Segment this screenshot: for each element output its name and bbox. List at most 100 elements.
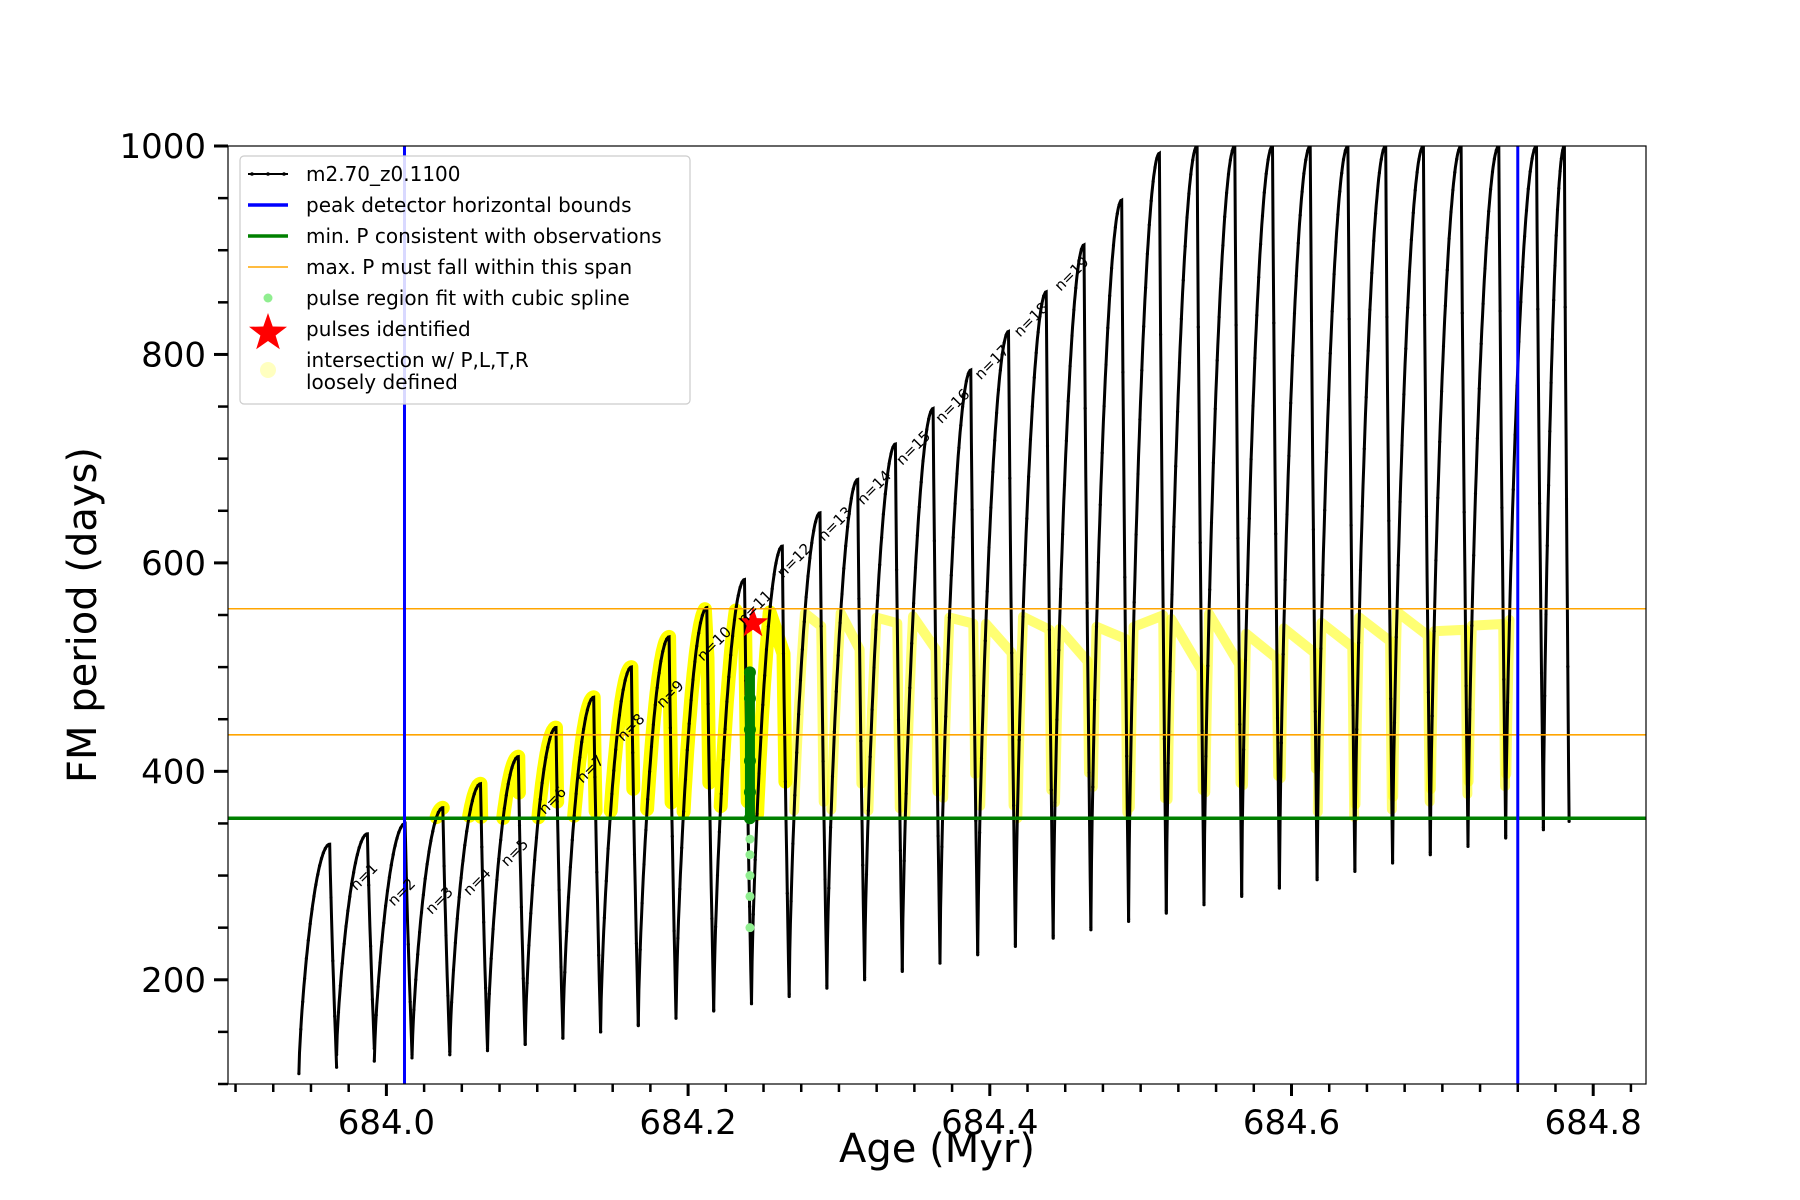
series-point — [725, 699, 729, 704]
series-point — [425, 862, 429, 867]
series-point — [1074, 286, 1078, 290]
series-point — [962, 390, 967, 394]
series-point — [1176, 410, 1180, 414]
series-point — [1364, 395, 1368, 399]
series-point — [1385, 315, 1389, 319]
pulse-label-n=5: n=5 — [497, 835, 532, 870]
series-point — [1078, 256, 1082, 260]
series-point — [512, 760, 516, 764]
series-point — [414, 978, 418, 982]
series-point — [1209, 521, 1214, 525]
legend-handle-point — [250, 172, 254, 176]
series-point — [419, 910, 424, 915]
series-point — [1302, 171, 1306, 175]
series-point — [1123, 575, 1127, 579]
series-point — [442, 864, 446, 868]
series-point — [391, 853, 395, 857]
series-point — [1006, 330, 1010, 334]
series-point — [1498, 309, 1502, 313]
series-point — [1061, 532, 1065, 536]
series-point — [830, 774, 835, 779]
series-point — [1279, 741, 1283, 745]
series-point — [468, 807, 473, 811]
series-point — [1259, 242, 1263, 246]
series-point — [312, 894, 316, 898]
series-point — [369, 944, 373, 948]
series-point — [1506, 700, 1510, 705]
series-point — [504, 793, 508, 797]
series-point — [838, 621, 842, 625]
series-point — [1274, 532, 1278, 536]
series-point — [1189, 172, 1193, 176]
series-point — [1076, 269, 1080, 273]
series-point — [510, 766, 514, 770]
series-point — [499, 838, 503, 842]
series-point — [610, 792, 614, 796]
series-point — [1008, 476, 1012, 480]
series-point — [904, 792, 908, 796]
series-point — [1098, 503, 1102, 507]
series-point — [1358, 568, 1363, 572]
series-point — [429, 839, 433, 843]
series-point — [991, 470, 995, 474]
series-point — [1455, 157, 1459, 161]
series-point — [463, 843, 467, 847]
series-point — [915, 533, 920, 538]
series-point — [1136, 472, 1140, 476]
series-point — [506, 782, 510, 786]
series-point — [1255, 313, 1259, 317]
series-point — [478, 782, 482, 786]
pulse-label-n=3: n=3 — [422, 883, 457, 918]
series-point — [440, 806, 444, 810]
legend-label-line: pulse region fit with cubic spline — [306, 286, 630, 310]
legend-label-line: peak detector horizontal bounds — [306, 193, 632, 217]
legend-label-line: max. P must fall within this span — [306, 255, 632, 279]
series-point — [691, 678, 695, 682]
series-point — [1355, 727, 1359, 732]
series-point — [953, 502, 957, 506]
series-point — [314, 882, 318, 887]
series-point — [1144, 286, 1148, 290]
series-point — [891, 445, 895, 449]
series-point — [418, 930, 422, 934]
legend-label: pulse region fit with cubic spline — [306, 286, 630, 310]
series-point — [574, 792, 578, 796]
series-point — [734, 604, 739, 608]
series-point — [1417, 157, 1421, 161]
series-point — [1325, 450, 1329, 454]
series-point — [1221, 243, 1225, 247]
yellow-cycle-29 — [1388, 606, 1435, 807]
series-point — [1304, 158, 1308, 162]
series-point — [1275, 716, 1280, 720]
series-point — [668, 726, 673, 730]
series-point — [500, 821, 505, 825]
series-point — [857, 597, 861, 601]
series-point — [1208, 588, 1212, 592]
series-point — [448, 1053, 452, 1057]
series-point — [559, 965, 563, 969]
series-point — [1552, 298, 1556, 302]
series-point — [1021, 615, 1025, 619]
y-tick-label: 200 — [141, 961, 206, 1001]
series-point — [318, 864, 322, 868]
series-point — [732, 618, 737, 622]
series-point — [565, 929, 569, 934]
series-point — [1558, 169, 1562, 173]
series-point — [715, 873, 720, 877]
series-point — [1287, 454, 1291, 458]
series-point — [757, 771, 761, 776]
series-point — [1509, 548, 1513, 553]
series-point — [527, 943, 531, 947]
series-point — [461, 859, 465, 863]
series-point — [1443, 304, 1447, 308]
series-point — [832, 730, 837, 734]
series-point — [1140, 368, 1144, 372]
series-point — [930, 407, 935, 411]
series-point — [1059, 587, 1063, 591]
series-point — [612, 768, 616, 773]
series-point — [798, 678, 803, 682]
pulse-label-n=16: n=16 — [932, 385, 974, 427]
series-point — [1106, 326, 1110, 330]
yellow-cycle-26 — [1275, 623, 1321, 784]
spline-point — [745, 871, 755, 881]
